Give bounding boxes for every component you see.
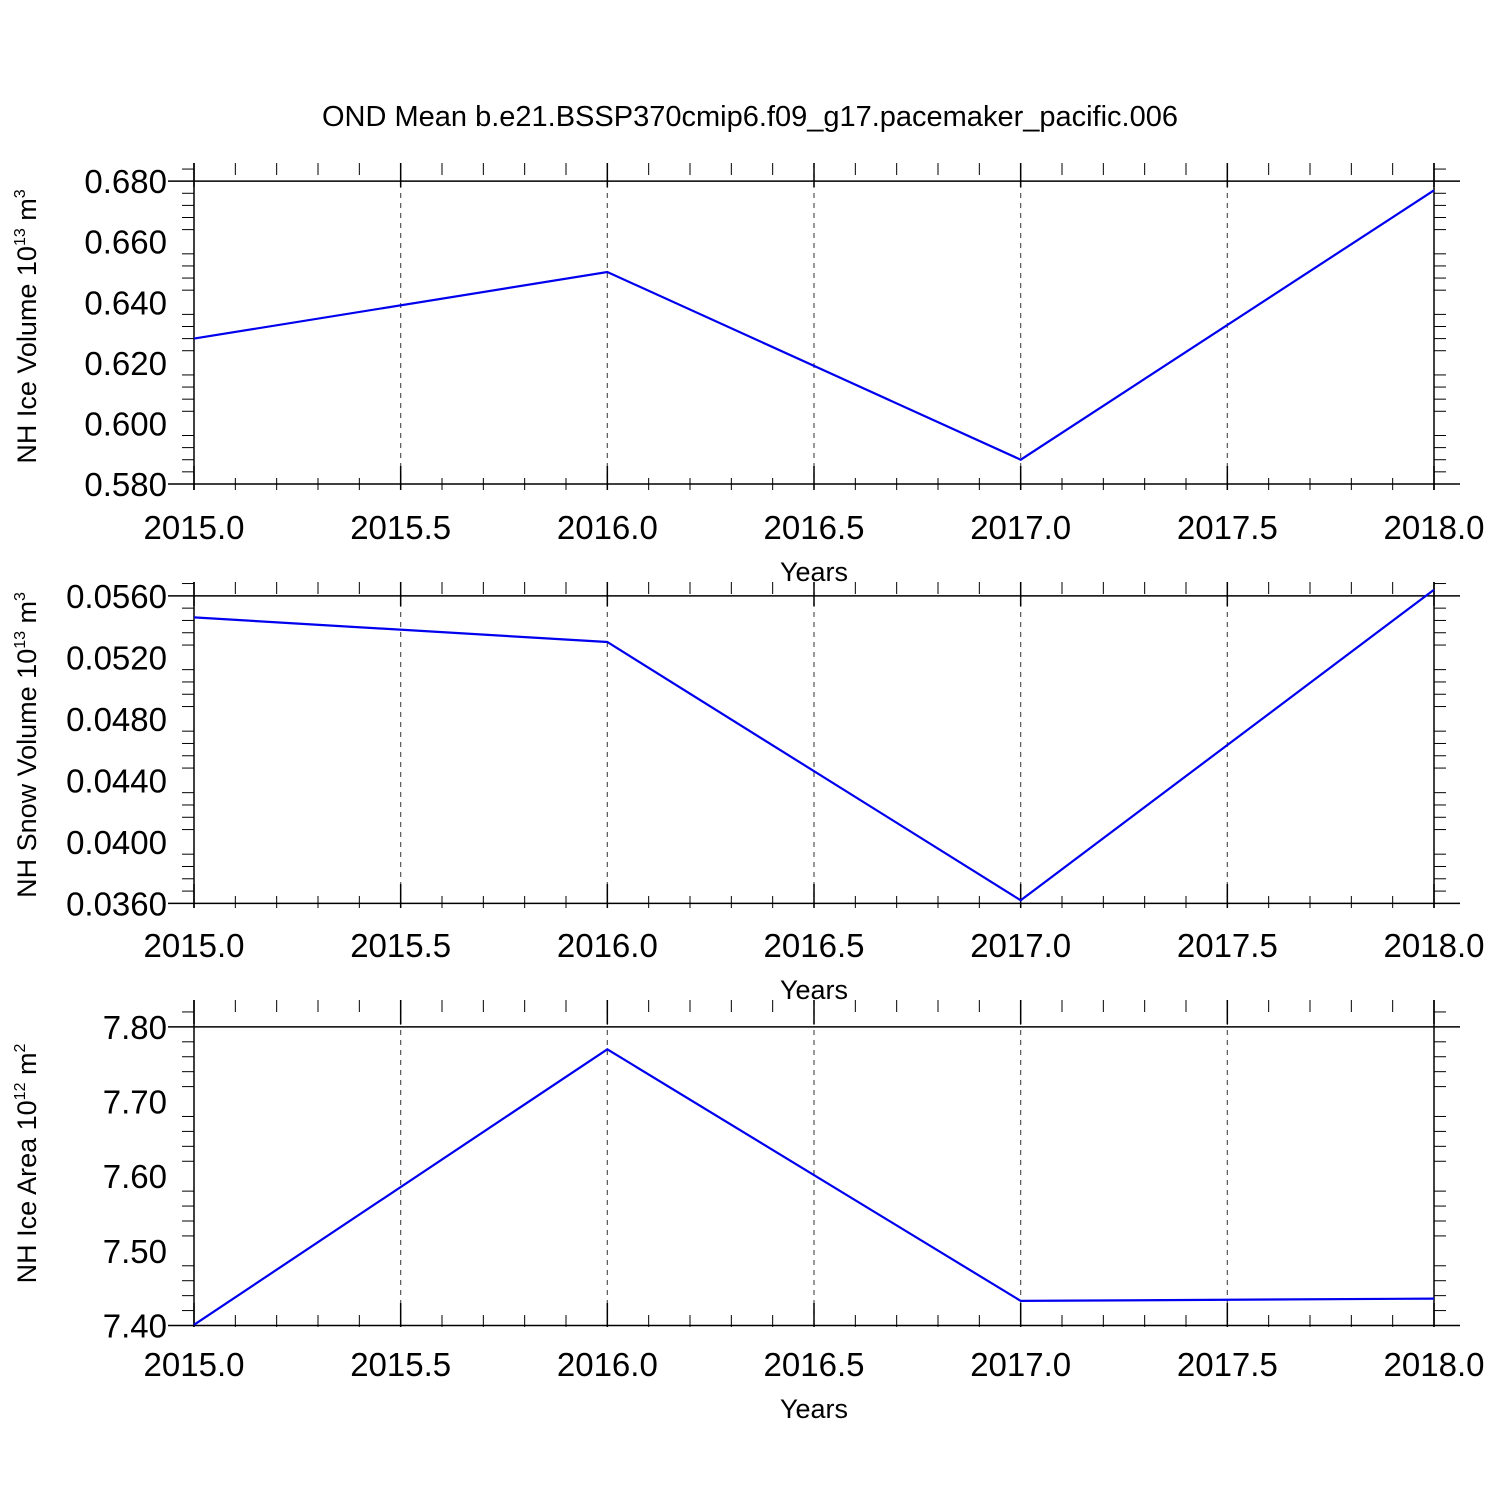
y-axis-title-text: NH Snow Volume 10 bbox=[12, 649, 42, 898]
x-tick-label: 2016.5 bbox=[764, 509, 865, 546]
y-tick-label: 0.0560 bbox=[66, 578, 167, 615]
y-tick-label: 7.60 bbox=[103, 1158, 167, 1195]
y-tick-label: 7.70 bbox=[103, 1084, 167, 1121]
x-tick-label: 2016.0 bbox=[557, 1346, 658, 1383]
x-tick-label: 2017.5 bbox=[1177, 1346, 1278, 1383]
x-tick-label: 2015.0 bbox=[144, 509, 245, 546]
y-axis-title-unit-exponent: 3 bbox=[12, 592, 29, 601]
y-tick-label: 0.0360 bbox=[66, 885, 167, 922]
y-axis-title-text: NH Ice Area 10 bbox=[12, 1100, 42, 1283]
y-tick-label: 0.0440 bbox=[66, 762, 167, 799]
y-axis-title-unit-exponent: 3 bbox=[12, 189, 29, 198]
y-tick-label: 0.0400 bbox=[66, 824, 167, 861]
y-axis-title-unit: m bbox=[12, 198, 42, 228]
y-tick-label: 7.80 bbox=[103, 1009, 167, 1046]
y-axis-title-text: NH Ice Volume 10 bbox=[12, 246, 42, 464]
y-tick-label: 0.620 bbox=[84, 345, 167, 382]
y-axis-title-exponent: 12 bbox=[12, 1082, 29, 1100]
chart-title: OND Mean b.e21.BSSP370cmip6.f09_g17.pace… bbox=[322, 101, 1178, 133]
y-axis-title-unit: m bbox=[12, 601, 42, 631]
x-tick-label: 2017.0 bbox=[970, 509, 1071, 546]
y-axis-title-unit: m bbox=[12, 1053, 42, 1083]
x-tick-label: 2016.5 bbox=[764, 927, 865, 964]
x-tick-label: 2017.5 bbox=[1177, 509, 1278, 546]
y-tick-label: 7.50 bbox=[103, 1233, 167, 1270]
series-line bbox=[193, 588, 1435, 902]
x-tick-label: 2018.0 bbox=[1384, 509, 1485, 546]
x-axis-title: Years bbox=[780, 1394, 848, 1424]
y-tick-label: 0.0520 bbox=[66, 639, 167, 676]
x-tick-label: 2015.5 bbox=[350, 509, 451, 546]
x-tick-label: 2015.5 bbox=[350, 1346, 451, 1383]
series-line bbox=[193, 1047, 1435, 1326]
x-tick-label: 2018.0 bbox=[1384, 927, 1485, 964]
y-tick-label: 0.680 bbox=[84, 163, 167, 200]
y-axis-title-exponent: 13 bbox=[12, 228, 29, 246]
panels: 2015.0 2015.5 2016.0 2016.5 2017.0 2017.5 2018… bbox=[12, 163, 1484, 1424]
y-tick-label: 0.600 bbox=[84, 405, 167, 442]
y-tick-label: 0.0480 bbox=[66, 701, 167, 738]
x-tick-label: 2018.0 bbox=[1384, 1346, 1485, 1383]
y-axis-title-unit-exponent: 2 bbox=[12, 1044, 29, 1053]
y-tick-label: 0.640 bbox=[84, 284, 167, 321]
panel-1: 2015.0 2015.5 2016.0 2016.5 2017.0 2017.5 2018… bbox=[12, 163, 1484, 587]
y-tick-label: 0.580 bbox=[84, 466, 167, 503]
y-axis-title: NH Snow Volume 1013 m3 bbox=[12, 592, 42, 898]
x-tick-label: 2015.5 bbox=[350, 927, 451, 964]
y-axis-title: NH Ice Volume 1013 m3 bbox=[12, 189, 42, 463]
y-axis-title: NH Ice Area 1012 m2 bbox=[12, 1044, 42, 1284]
x-tick-label: 2015.0 bbox=[144, 1346, 245, 1383]
y-axis-title-exponent: 13 bbox=[12, 631, 29, 649]
x-tick-label: 2016.5 bbox=[764, 1346, 865, 1383]
x-tick-label: 2017.0 bbox=[970, 1346, 1071, 1383]
x-tick-label: 2016.0 bbox=[557, 509, 658, 546]
series-line bbox=[193, 189, 1435, 461]
y-tick-label: 0.660 bbox=[84, 224, 167, 261]
x-tick-label: 2017.5 bbox=[1177, 927, 1278, 964]
x-tick-label: 2015.0 bbox=[144, 927, 245, 964]
x-tick-label: 2017.0 bbox=[970, 927, 1071, 964]
panel-2: 2015.0 2015.5 2016.0 2016.5 2017.0 2017.5 2018… bbox=[12, 578, 1484, 1005]
x-tick-label: 2016.0 bbox=[557, 927, 658, 964]
y-tick-label: 7.40 bbox=[103, 1308, 167, 1345]
panel-3: 2015.0 2015.5 2016.0 2016.5 2017.0 2017.5 2018… bbox=[12, 1000, 1484, 1424]
